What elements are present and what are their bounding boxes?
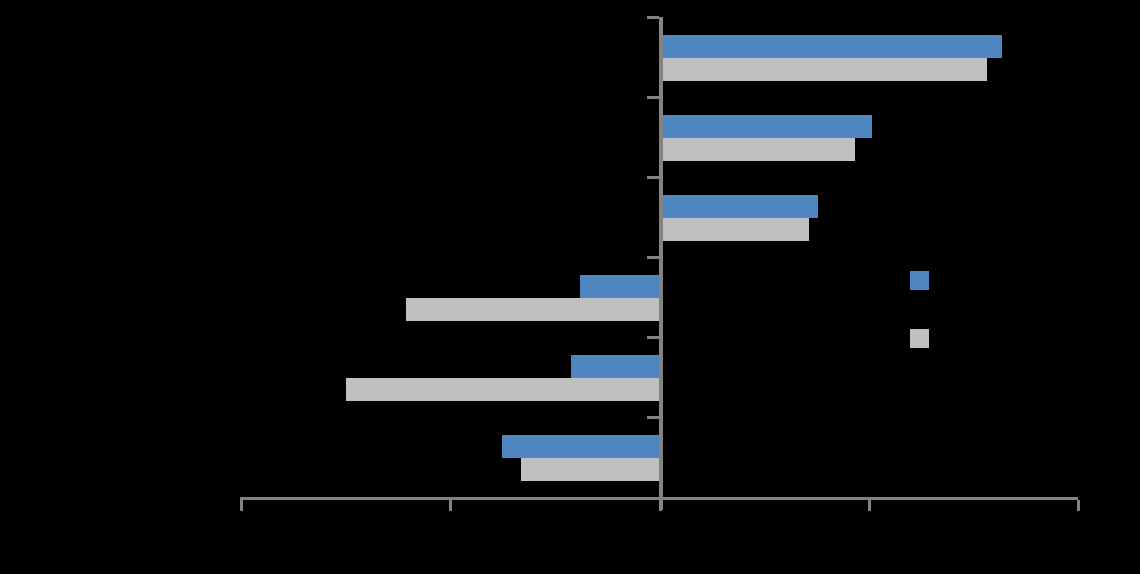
bar-gray-row-5 [345,378,659,401]
bar-blue-row-5 [571,355,659,378]
bar-blue-row-3 [663,195,818,218]
y-axis-tick [647,96,659,99]
y-axis-tick [647,176,659,179]
x-axis-tick [1077,500,1080,511]
y-axis-tick [647,256,659,259]
y-axis-line [659,17,663,510]
bar-gray-row-6 [521,458,659,481]
x-axis-tick [868,500,871,511]
x-axis-tick [240,500,243,511]
bar-blue-row-6 [502,435,659,458]
y-axis-tick [647,416,659,419]
x-axis-tick [449,500,452,511]
x-axis-tick [659,500,662,511]
bar-blue-row-2 [663,115,872,138]
x-axis-line [240,497,1078,500]
bar-gray-row-1 [663,58,987,81]
legend-swatch-gray [910,329,929,348]
legend-swatch-blue [910,271,929,290]
bar-gray-row-3 [663,218,810,241]
y-axis-tick [647,336,659,339]
bar-gray-row-4 [406,298,659,321]
bar-gray-row-2 [663,138,856,161]
bar-blue-row-1 [663,35,1002,58]
y-axis-tick [647,16,659,19]
bar-blue-row-4 [579,275,659,298]
